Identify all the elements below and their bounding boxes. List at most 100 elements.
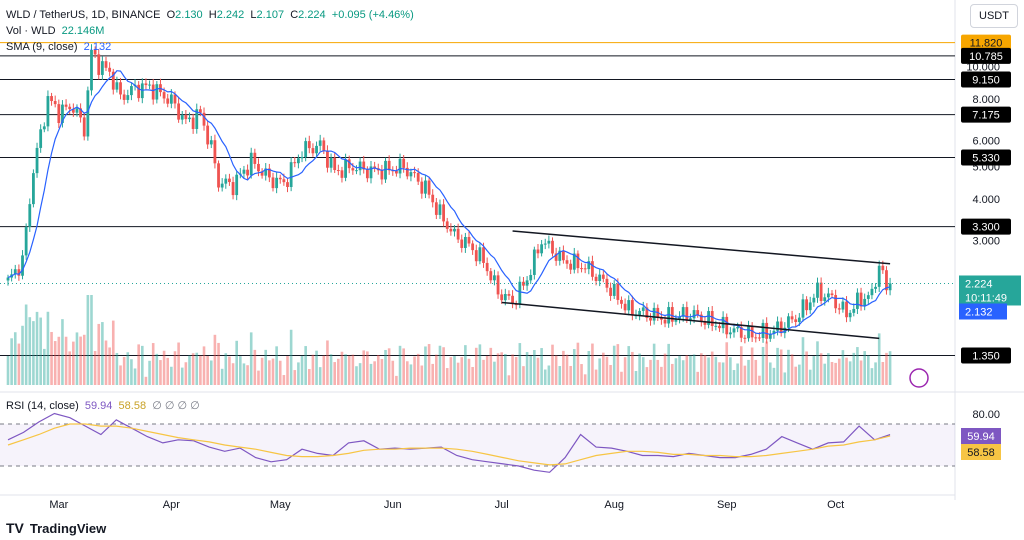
candle-body: [148, 84, 151, 86]
candle-body: [569, 263, 573, 270]
volume-bar: [184, 362, 188, 385]
candle-body: [758, 337, 761, 339]
candle-body: [260, 171, 264, 176]
candle-body: [779, 321, 783, 334]
volume-bar: [798, 364, 801, 385]
volume-bar: [627, 346, 631, 385]
volume-bar: [115, 352, 119, 385]
volume-bar: [779, 349, 783, 385]
volume-bar: [471, 366, 474, 385]
candle-body: [863, 298, 867, 307]
volume-bar: [122, 356, 126, 385]
candle-body: [228, 178, 231, 183]
candle-body: [525, 280, 529, 286]
candle-body: [877, 265, 881, 287]
volume-bar: [435, 354, 438, 385]
volume-bar: [631, 351, 634, 385]
candle-body: [765, 322, 769, 339]
volume-bar: [326, 340, 329, 385]
candle-body: [518, 281, 522, 305]
candle-body: [151, 84, 155, 100]
volume-bar: [591, 343, 594, 385]
volume-bar: [101, 322, 104, 385]
candle-body: [144, 83, 148, 86]
volume-bar: [681, 360, 685, 385]
volume-bar: [380, 358, 384, 385]
candle-body: [413, 172, 416, 174]
rsi-ma-value-label: 58.58: [967, 447, 995, 459]
volume-bar: [645, 367, 649, 385]
candle-body: [344, 159, 347, 178]
time-tick-label: Jun: [384, 499, 402, 511]
volume-bar: [812, 356, 816, 385]
volume-bar: [863, 351, 866, 385]
candle-body: [355, 170, 358, 172]
candle-body: [609, 287, 612, 296]
volume-bar: [721, 362, 725, 385]
candle-body: [645, 307, 649, 318]
volume-series: [6, 295, 892, 385]
candle-body: [369, 166, 373, 179]
volume-bar: [191, 353, 195, 385]
volume-bar: [834, 362, 837, 385]
volume-bar: [188, 355, 191, 385]
price-tick-label: 3.000: [972, 235, 1000, 247]
candle-body: [82, 117, 86, 137]
volume-bar: [347, 355, 351, 385]
volume-bar: [235, 340, 238, 385]
level-label: 9.150: [972, 75, 1000, 87]
candle-body: [496, 275, 500, 295]
candle-body: [267, 168, 271, 178]
volume-bar: [53, 341, 57, 385]
volume-bar: [17, 343, 21, 385]
volume-bar: [685, 355, 689, 385]
price-tick-label: 8.000: [972, 94, 1000, 106]
candle-body: [231, 182, 235, 196]
candle-body: [721, 316, 725, 329]
tradingview-logo: TV TradingView: [6, 520, 106, 536]
currency-button[interactable]: USDT: [970, 4, 1018, 28]
volume-bar: [830, 361, 834, 385]
volume-value: 22.146M: [61, 25, 105, 37]
candle-body: [674, 318, 678, 322]
candle-body: [235, 174, 239, 196]
volume-bar: [598, 358, 601, 385]
volume-bar: [239, 356, 242, 385]
volume-bar: [130, 359, 133, 385]
candle-body: [616, 283, 620, 300]
volume-bar: [841, 350, 845, 385]
candle-body: [21, 255, 24, 276]
candle-body: [405, 167, 409, 177]
volume-bar: [496, 353, 500, 385]
candle-body: [565, 260, 569, 264]
candle-body: [442, 204, 445, 222]
volume-bar: [493, 361, 496, 385]
candle-body: [35, 147, 39, 174]
candle-body: [627, 300, 631, 311]
candle-body: [576, 253, 580, 269]
volume-bar: [888, 351, 892, 385]
candle-body: [601, 274, 605, 279]
candle-body: [482, 247, 485, 263]
volume-bar: [845, 357, 848, 385]
volume-bar: [580, 364, 583, 385]
candle-body: [503, 293, 507, 301]
time-tick-label: Aug: [604, 499, 624, 511]
candle-body: [311, 148, 315, 154]
volume-bar: [750, 347, 754, 385]
candle-body: [685, 307, 689, 320]
volume-bar: [384, 349, 387, 385]
volume-bar: [126, 352, 130, 385]
volume-bar: [594, 369, 598, 385]
rsi-label: RSI (14, close): [6, 400, 79, 412]
candle-body: [529, 274, 533, 281]
volume-bar: [362, 350, 366, 385]
candle-body: [264, 168, 268, 176]
candle-body: [86, 90, 90, 137]
candle-body: [387, 160, 391, 171]
candle-body: [126, 95, 130, 100]
candle-body: [315, 145, 318, 154]
rsi-ma-value: 58.58: [118, 400, 147, 412]
candle-body: [536, 249, 540, 254]
